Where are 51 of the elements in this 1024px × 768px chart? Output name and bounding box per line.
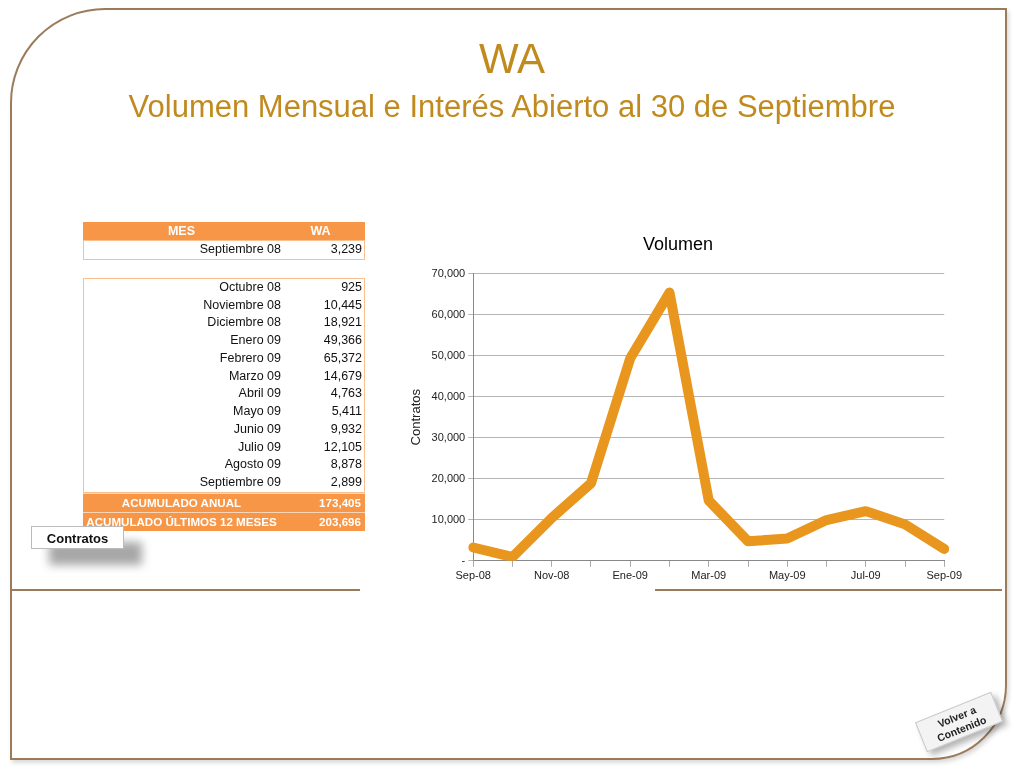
data-label: 3,239 [329,241,363,258]
y-tick-label: 30,000 [431,430,466,443]
category-label: Marzo 09 [227,367,281,385]
data-label: 5,411 [330,403,363,420]
category-label: Diciembre 08 [206,314,281,332]
data-label: 65,372 [322,349,363,367]
category-label: Febrero 09 [218,349,281,367]
category-label: Septiembre 09 [198,474,281,491]
text: WA [309,223,332,240]
y-tick-label: - [461,553,466,566]
x-tick-label: Ene-09 [612,569,648,582]
text: ACUMULADO ANUAL [120,494,243,511]
x-tick-label: Sep-08 [455,569,491,582]
category-label: Octubre 08 [218,278,281,296]
tab: Contratos [31,526,124,549]
data-label: 10,445 [322,296,363,314]
category-label: Junio 09 [232,420,281,438]
text: 203,696 [318,513,362,530]
x-tick-label: Nov-08 [534,569,570,582]
x-tick-label: May-09 [768,569,806,582]
x-tick-label: Sep-09 [926,569,963,582]
y-tick-label: 20,000 [431,471,466,484]
data-label: 18,921 [322,314,363,332]
text: 173,405 [318,494,362,511]
y-tick-label: 60,000 [431,307,466,320]
y-tick-label: 10,000 [431,512,466,525]
y-tick-label: 70,000 [431,266,466,279]
data-label: 8,878 [329,456,363,474]
category-label: Julio 09 [236,438,281,456]
category-label: Enero 09 [229,332,281,349]
text: MES [166,223,197,240]
category-label: Agosto 09 [223,456,281,474]
data-label: 14,679 [322,367,363,385]
category-label: Abril 09 [237,385,281,403]
y-axis-title: Contratos [408,388,424,446]
text: Volumen Mensual e Interés Abierto al 30 de Septiembre [127,89,897,125]
data-label: 4,763 [329,385,363,403]
category-label: Noviembre 08 [202,296,281,314]
data-label: 12,105 [322,438,363,456]
x-tick-label: Mar-09 [691,569,727,582]
y-tick-label: 50,000 [431,348,466,361]
y-tick-label: 40,000 [431,389,466,402]
data-label: 925 [340,278,363,296]
category-label: Septiembre 08 [198,241,281,258]
data-label: 9,932 [329,420,363,438]
category-label: Mayo 09 [232,403,281,420]
text: WA [477,35,547,82]
chart-title: Volumen [642,233,714,254]
data-label: 2,899 [329,474,363,491]
x-tick-label: Jul-09 [850,569,881,582]
data-label: 49,366 [322,332,363,349]
